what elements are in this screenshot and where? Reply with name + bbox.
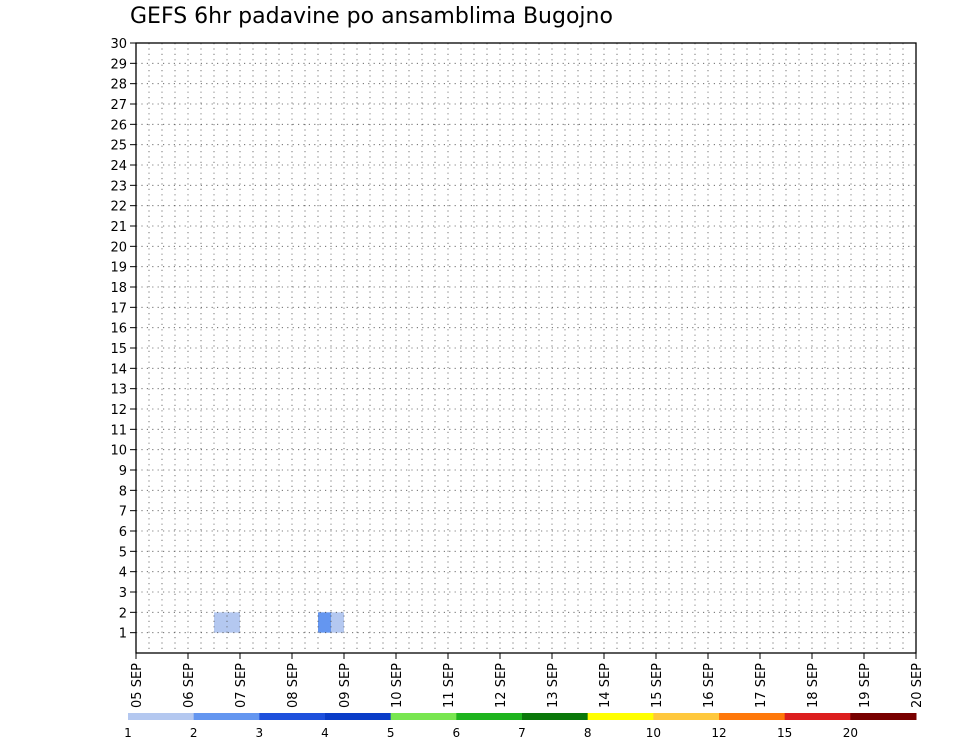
heatmap-cell: [331, 612, 344, 633]
x-tick-label: 13 SEP: [546, 663, 561, 708]
legend-label: 20: [843, 726, 858, 740]
y-tick-label: 2: [119, 606, 127, 621]
y-tick-label: 14: [110, 362, 127, 377]
legend-label: 6: [453, 726, 461, 740]
y-tick-label: 26: [110, 118, 127, 133]
x-tick-label: 14 SEP: [598, 663, 613, 708]
y-tick-label: 21: [110, 220, 127, 235]
heatmap-cell: [227, 612, 240, 633]
y-tick-label: 4: [119, 566, 127, 581]
y-tick-label: 30: [110, 37, 127, 52]
x-tick-label: 20 SEP: [910, 663, 925, 708]
legend-label: 12: [711, 726, 726, 740]
x-tick-label: 12 SEP: [494, 663, 509, 708]
x-tick-label: 17 SEP: [754, 663, 769, 708]
y-tick-label: 19: [110, 261, 127, 276]
legend-label: 4: [321, 726, 329, 740]
legend-swatch: [193, 713, 260, 720]
legend-swatch: [522, 713, 589, 720]
y-tick-label: 15: [110, 342, 127, 357]
legend-swatch: [390, 713, 457, 720]
x-tick-label: 16 SEP: [702, 663, 717, 708]
x-tick-label: 15 SEP: [650, 663, 665, 708]
legend-swatch: [325, 713, 392, 720]
y-tick-label: 20: [110, 240, 127, 255]
legend-swatch: [653, 713, 720, 720]
heatmap-cells: [214, 612, 344, 633]
y-tick-label: 11: [110, 423, 127, 438]
y-tick-label: 18: [110, 281, 127, 296]
x-tick-label: 10 SEP: [390, 663, 405, 708]
x-tick-label: 11 SEP: [442, 663, 457, 708]
y-tick-label: 3: [119, 586, 127, 601]
y-tick-label: 25: [110, 139, 127, 154]
dotted-grid: [136, 43, 916, 653]
chart-title: GEFS 6hr padavine po ansamblima Bugojno: [130, 4, 613, 29]
y-tick-label: 10: [110, 444, 127, 459]
y-tick-label: 13: [110, 383, 127, 398]
x-tick-label: 09 SEP: [338, 663, 353, 708]
x-tick-label: 18 SEP: [806, 663, 821, 708]
legend-label: 5: [387, 726, 395, 740]
legend-label: 2: [190, 726, 198, 740]
y-tick-label: 28: [110, 78, 127, 93]
x-tick-label: 06 SEP: [182, 663, 197, 708]
y-tick-label: 9: [119, 464, 127, 479]
legend-label: 3: [256, 726, 264, 740]
legend-swatch: [456, 713, 523, 720]
legend-label: 1: [124, 726, 132, 740]
y-tick-label: 16: [110, 322, 127, 337]
axes: 1234567891011121314151617181920212223242…: [110, 37, 925, 708]
legend-swatch: [719, 713, 786, 720]
heatmap-cell: [318, 612, 331, 633]
y-tick-label: 29: [110, 57, 127, 72]
y-tick-label: 6: [119, 525, 127, 540]
y-tick-label: 1: [119, 627, 127, 642]
y-tick-label: 12: [110, 403, 127, 418]
legend-label: 15: [777, 726, 792, 740]
y-tick-label: 7: [119, 505, 127, 520]
heatmap-cell: [214, 612, 227, 633]
legend-swatch: [259, 713, 326, 720]
legend-swatch: [587, 713, 654, 720]
x-tick-label: 19 SEP: [858, 663, 873, 708]
color-legend: 1 2 3 4 5 6 7 8 10 12 15 20: [124, 713, 917, 740]
legend-swatch: [850, 713, 917, 720]
y-tick-label: 22: [110, 200, 127, 215]
y-tick-label: 27: [110, 98, 127, 113]
legend-swatch: [128, 713, 195, 720]
legend-swatch: [784, 713, 851, 720]
legend-label: 10: [646, 726, 661, 740]
legend-label: 8: [584, 726, 592, 740]
x-tick-label: 08 SEP: [286, 663, 301, 708]
y-tick-label: 8: [119, 484, 127, 499]
y-tick-label: 5: [119, 545, 127, 560]
x-tick-label: 07 SEP: [234, 663, 249, 708]
y-tick-label: 23: [110, 179, 127, 194]
legend-label: 7: [518, 726, 526, 740]
y-tick-label: 17: [110, 301, 127, 316]
y-tick-label: 24: [110, 159, 127, 174]
x-tick-label: 05 SEP: [130, 663, 145, 708]
